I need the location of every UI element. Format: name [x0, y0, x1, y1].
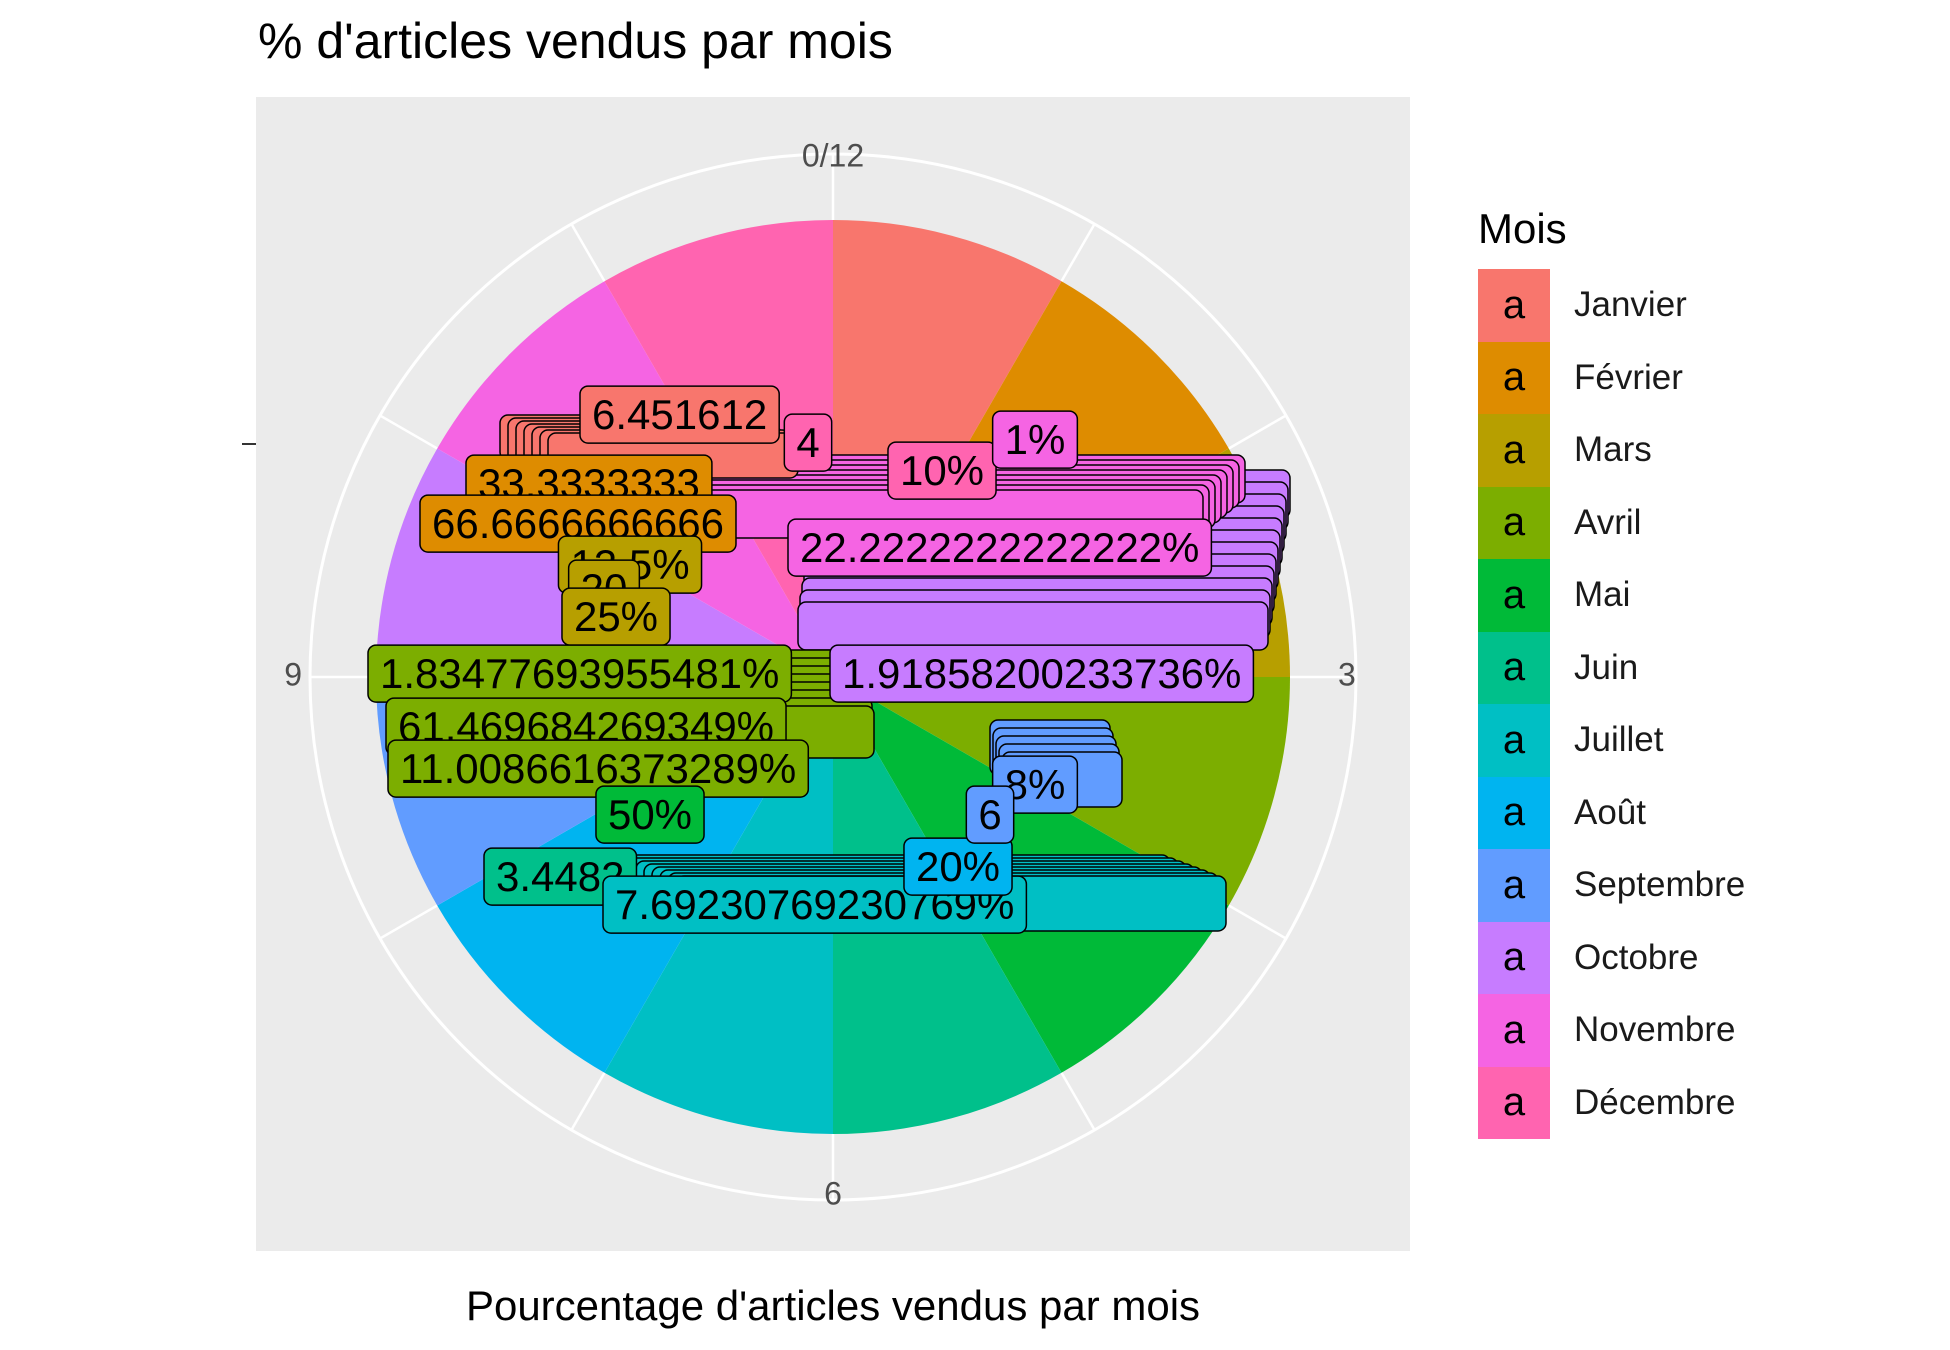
data-label-text: 1.91858200233736%	[842, 650, 1241, 697]
legend-item: a Juin	[1478, 631, 1745, 704]
legend-key: a	[1478, 631, 1550, 704]
data-label-text: 50%	[608, 791, 692, 838]
data-label-box	[887, 441, 997, 500]
data-label-box	[829, 644, 1255, 703]
legend-key: a	[1478, 414, 1550, 487]
data-label-text: 25%	[574, 593, 658, 640]
legend-key: a	[1478, 849, 1550, 922]
label-box-background	[797, 601, 1269, 651]
legend-label: Septembre	[1574, 865, 1746, 905]
data-label-text: 20%	[916, 843, 1000, 890]
legend-label: Octobre	[1574, 937, 1699, 977]
x-axis-label: Pourcentage d'articles vendus par mois	[465, 1282, 1201, 1329]
data-label: 1%	[991, 410, 1079, 469]
legend-key: a	[1478, 921, 1550, 994]
theta-tick-label: 0/12	[802, 137, 864, 173]
data-label: 22.2222222222222%	[787, 518, 1213, 577]
data-label-text: 1.83477693955481%	[380, 650, 779, 697]
data-label: 6	[965, 785, 1015, 844]
legend: Mois a Janvier a Février a Mars a Avril a Mai a Jui…	[1478, 205, 1745, 1139]
legend-items: a Janvier a Février a Mars a Avril a Mai a Juin a Jui…	[1478, 269, 1745, 1139]
data-label-text: 6	[978, 791, 1001, 838]
data-label-box	[783, 413, 833, 472]
legend-label: Novembre	[1574, 1010, 1736, 1050]
legend-item: a Février	[1478, 341, 1745, 414]
legend-label: Mars	[1574, 430, 1652, 470]
legend-key: a	[1478, 1066, 1550, 1139]
data-label: 50%	[595, 785, 705, 844]
legend-label: Décembre	[1574, 1082, 1736, 1122]
data-label-text: 4	[796, 419, 819, 466]
data-label: 8%	[991, 755, 1079, 814]
data-label-text: 6.451612	[592, 391, 767, 438]
legend-item: a Novembre	[1478, 994, 1745, 1067]
data-label-box	[903, 837, 1013, 896]
data-label: 6.451612	[579, 385, 780, 444]
legend-item: a Janvier	[1478, 269, 1745, 342]
data-label-text: 1%	[1005, 416, 1066, 463]
legend-key: a	[1478, 776, 1550, 849]
theta-tick-label: 3	[1338, 656, 1356, 692]
legend-key: a	[1478, 559, 1550, 632]
data-label: 20%	[903, 837, 1013, 896]
legend-key: a	[1478, 486, 1550, 559]
data-label: 25%	[561, 587, 671, 646]
legend-label: Janvier	[1574, 285, 1687, 325]
data-label-box	[595, 785, 705, 844]
data-label-text: 8%	[1005, 761, 1066, 808]
legend-key: a	[1478, 269, 1550, 342]
legend-item: a Août	[1478, 776, 1745, 849]
theta-tick-label: 9	[284, 656, 302, 692]
legend-label: Février	[1574, 357, 1683, 397]
legend-item: a Octobre	[1478, 921, 1745, 994]
data-label: 4	[783, 413, 833, 472]
legend-item: a Décembre	[1478, 1066, 1745, 1139]
legend-item: a Juillet	[1478, 704, 1745, 777]
data-label-text: 10%	[900, 447, 984, 494]
legend-label: Juillet	[1574, 720, 1664, 760]
legend-item: a Mai	[1478, 559, 1745, 632]
legend-item: a Mars	[1478, 414, 1745, 487]
data-label: 10%	[887, 441, 997, 500]
legend-key: a	[1478, 704, 1550, 777]
theta-tick-label: 6	[824, 1175, 842, 1211]
data-label-text: 11.0086616373289%	[400, 745, 796, 792]
legend-label: Mai	[1574, 575, 1631, 615]
data-label-box	[965, 785, 1015, 844]
data-label-text: 22.2222222222222%	[800, 524, 1199, 571]
legend-item: a Septembre	[1478, 849, 1745, 922]
data-label-box	[787, 518, 1213, 577]
legend-key: a	[1478, 994, 1550, 1067]
legend-label: Juin	[1574, 647, 1639, 687]
data-label: 1.91858200233736%	[829, 644, 1255, 703]
chart-title: % d'articles vendus par mois	[258, 13, 893, 69]
outer-gridline	[308, 152, 1358, 1202]
data-label-box	[579, 385, 780, 444]
legend-label: Août	[1574, 792, 1646, 832]
legend-title: Mois	[1478, 205, 1567, 252]
data-label: 11.0086616373289%	[387, 739, 810, 798]
data-label: 1.83477693955481%	[367, 644, 793, 703]
legend-item: a Avril	[1478, 486, 1745, 559]
legend-label: Avril	[1574, 502, 1642, 542]
legend-key: a	[1478, 341, 1550, 414]
data-label-box	[991, 410, 1079, 469]
